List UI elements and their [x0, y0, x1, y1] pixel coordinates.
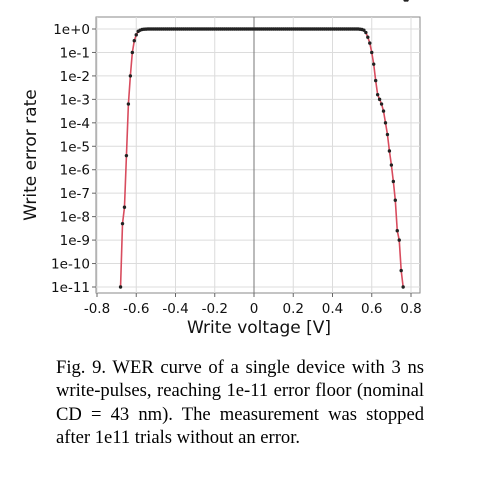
- data-point: [120, 221, 125, 226]
- data-point: [395, 229, 399, 233]
- y-tick-label: 1e-6: [60, 163, 90, 179]
- data-point: [381, 109, 386, 113]
- x-tick-label: 0.6: [361, 301, 382, 317]
- grid: [96, 17, 420, 293]
- y-axis-label: Write error rate: [21, 89, 41, 220]
- data-point: [126, 102, 131, 106]
- tick-labels: 1e+0 1e-1 1e-2 1e-3 1e-4 1e-5 1e-6 1e-7 1e-8 1e-9…: [51, 22, 422, 317]
- axes: [92, 17, 412, 297]
- data-point: [130, 50, 135, 55]
- data-point: [379, 102, 384, 106]
- data-point: [134, 33, 138, 37]
- data-point: [132, 39, 136, 43]
- figure-caption: Fig. 9. WER curve of a single device wit…: [56, 357, 424, 449]
- y-tick-label: 1e-3: [60, 92, 90, 108]
- y-tick-label: 1e-2: [60, 69, 90, 85]
- data-point: [368, 41, 372, 45]
- x-tick-label: 0.2: [283, 301, 304, 317]
- data-point: [362, 28, 366, 32]
- y-tick-label: 1e-7: [60, 186, 90, 202]
- y-tick-label: 1e+0: [53, 22, 90, 38]
- x-tick-label: 0: [250, 301, 259, 317]
- plot-frame: [95, 16, 421, 294]
- data-point: [122, 205, 127, 209]
- data-point: [124, 153, 129, 158]
- data-point: [405, 0, 409, 2]
- data-point: [372, 62, 376, 66]
- data-point: [370, 50, 374, 55]
- data-point: [373, 78, 378, 83]
- data-point: [375, 92, 380, 97]
- y-tick-label: 1e-11: [51, 280, 90, 296]
- series-wer: [118, 0, 409, 289]
- x-tick-label: -0.2: [202, 301, 228, 317]
- y-tick-label: 1e-5: [60, 139, 90, 155]
- x-tick-label: 0.4: [322, 301, 343, 317]
- data-point: [399, 268, 403, 273]
- data-point: [393, 198, 397, 202]
- y-tick-label: 1e-4: [60, 116, 90, 132]
- data-point: [397, 238, 401, 242]
- y-tick-label: 1e-1: [60, 45, 90, 61]
- x-axis-label: Write voltage [V]: [187, 318, 331, 338]
- x-tick-label: -0.4: [162, 301, 188, 317]
- data-point: [383, 121, 388, 125]
- wer-chart: 1e+0 1e-1 1e-2 1e-3 1e-4 1e-5 1e-6 1e-7 1e-8 1e-9…: [21, 0, 422, 338]
- x-tick-label: -0.6: [123, 301, 149, 317]
- data-point: [401, 285, 405, 289]
- data-point: [364, 30, 368, 35]
- data-point: [118, 285, 123, 289]
- data-point: [128, 74, 133, 78]
- y-tick-label: 1e-9: [60, 233, 90, 249]
- x-tick-label: -0.8: [84, 301, 110, 317]
- data-point: [389, 163, 394, 167]
- data-point: [377, 97, 382, 102]
- data-point: [385, 132, 390, 137]
- x-tick-label: 0.8: [400, 301, 421, 317]
- y-tick-label: 1e-10: [51, 257, 90, 273]
- y-tick-label: 1e-8: [60, 210, 90, 226]
- data-point: [391, 179, 396, 184]
- data-point: [387, 149, 392, 153]
- data-point: [366, 35, 370, 39]
